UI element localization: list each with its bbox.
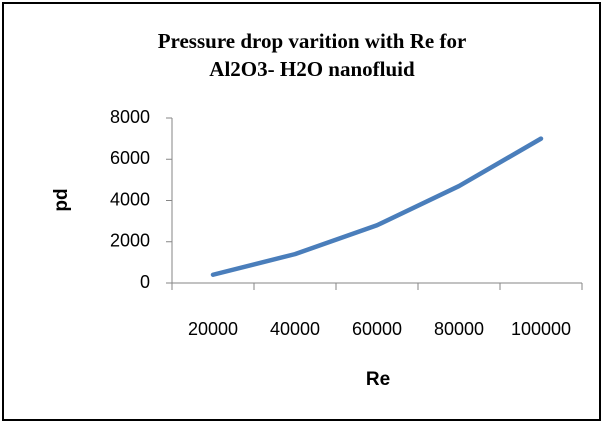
y-tick-label: 8000 — [110, 107, 150, 127]
y-tick-label: 2000 — [110, 231, 150, 251]
chart-title: Pressure drop varition with Re for — [158, 29, 467, 53]
x-tick-label: 100000 — [511, 319, 571, 339]
x-tick-label: 60000 — [352, 319, 402, 339]
chart-title: Al2O3- H2O nanofluid — [209, 57, 415, 81]
data-line — [210, 136, 544, 277]
x-tick-label: 80000 — [434, 319, 484, 339]
x-axis-title: Re — [366, 369, 390, 390]
y-axis-title: pd — [51, 188, 72, 211]
y-tick-label: 6000 — [110, 148, 150, 168]
y-tick-label: 4000 — [110, 189, 150, 209]
y-tick-label: 0 — [140, 272, 150, 292]
x-tick-label: 20000 — [188, 319, 238, 339]
x-tick-label: 40000 — [270, 319, 320, 339]
